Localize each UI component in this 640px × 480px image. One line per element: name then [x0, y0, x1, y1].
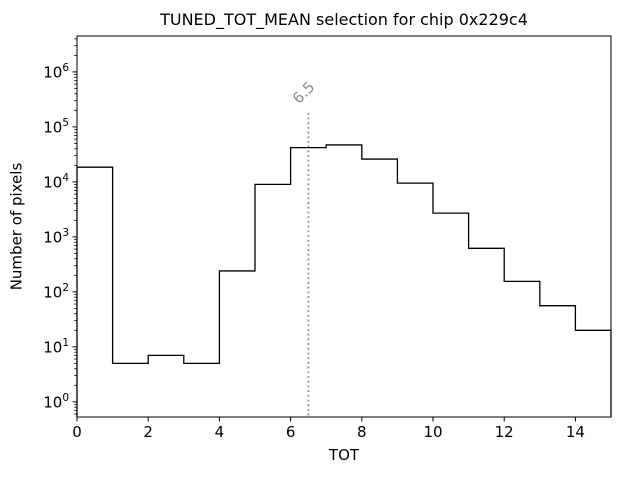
x-tick-label: 0	[72, 423, 82, 441]
y-tick-label: 106	[43, 62, 69, 82]
x-tick-label: 4	[215, 423, 225, 441]
x-tick-label: 2	[143, 423, 153, 441]
y-tick-label: 103	[43, 227, 69, 247]
y-axis-label: Number of pixels	[7, 162, 26, 291]
y-minor-ticks	[74, 38, 77, 415]
y-ticks: 100 101 102 103 104 105 106	[43, 62, 77, 411]
y-tick-label: 101	[43, 337, 69, 357]
x-tick-label: 8	[357, 423, 367, 441]
y-tick-label: 105	[43, 117, 69, 137]
x-ticks: 0 2 4 6 8 10 12 14	[72, 417, 585, 441]
chart-title: TUNED_TOT_MEAN selection for chip 0x229c…	[160, 10, 528, 29]
y-tick-label: 104	[43, 172, 69, 192]
x-tick-label: 14	[566, 423, 585, 441]
axes-frame	[76, 35, 612, 418]
x-tick-label: 10	[423, 423, 442, 441]
histogram-line	[76, 144, 612, 417]
y-tick-label: 100	[43, 392, 69, 412]
x-tick-label: 12	[495, 423, 514, 441]
x-axis-label: TOT	[328, 446, 360, 464]
y-tick-label: 102	[43, 282, 69, 302]
x-tick-label: 6	[286, 423, 296, 441]
